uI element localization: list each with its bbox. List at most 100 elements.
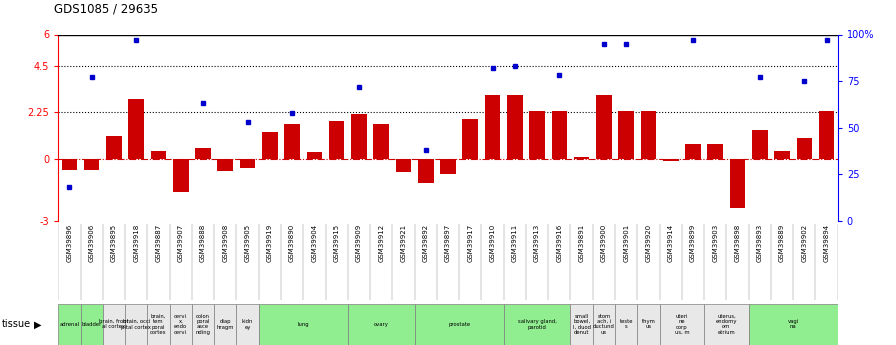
Bar: [504, 304, 571, 345]
Bar: [641, 111, 656, 159]
Text: GSM39887: GSM39887: [156, 224, 161, 263]
Bar: [103, 304, 125, 345]
Bar: [685, 144, 701, 159]
Bar: [306, 152, 323, 159]
Text: ovary: ovary: [374, 322, 389, 327]
Text: GSM39889: GSM39889: [780, 224, 785, 263]
Text: GSM39902: GSM39902: [801, 224, 807, 263]
Text: GSM39917: GSM39917: [468, 224, 473, 263]
Text: salivary gland,
parotid: salivary gland, parotid: [518, 319, 556, 329]
Text: ▶: ▶: [34, 319, 41, 329]
Text: tissue: tissue: [2, 319, 31, 329]
Text: GSM39907: GSM39907: [177, 224, 184, 263]
Text: GSM39898: GSM39898: [735, 224, 740, 263]
Bar: [151, 151, 167, 159]
Bar: [214, 304, 237, 345]
Bar: [106, 136, 122, 159]
Bar: [507, 95, 522, 159]
Text: GSM39921: GSM39921: [401, 224, 407, 263]
Text: GSM39892: GSM39892: [423, 224, 428, 263]
Bar: [618, 111, 634, 159]
Text: GSM39918: GSM39918: [134, 224, 139, 263]
Text: diap
hragm: diap hragm: [217, 319, 234, 329]
Bar: [637, 304, 659, 345]
Bar: [774, 151, 790, 159]
Bar: [797, 138, 812, 159]
Text: thym
us: thym us: [642, 319, 655, 329]
Bar: [147, 304, 169, 345]
Bar: [573, 157, 590, 159]
Bar: [708, 144, 723, 159]
Text: GSM39896: GSM39896: [66, 224, 73, 263]
Bar: [237, 304, 259, 345]
Text: GSM39891: GSM39891: [579, 224, 584, 263]
Text: GSM39914: GSM39914: [668, 224, 674, 263]
Text: GSM39897: GSM39897: [445, 224, 451, 263]
Bar: [462, 119, 478, 159]
Text: uterus,
endomy
om
etrium: uterus, endomy om etrium: [716, 314, 737, 335]
Text: adrenal: adrenal: [59, 322, 80, 327]
Bar: [530, 111, 545, 159]
Bar: [195, 148, 211, 159]
Text: lung: lung: [297, 322, 309, 327]
Bar: [284, 124, 300, 159]
Text: brain, front
al cortex: brain, front al cortex: [99, 319, 129, 329]
Text: small
bowel,
I, duod
denut: small bowel, I, duod denut: [573, 314, 590, 335]
Text: GSM39920: GSM39920: [645, 224, 651, 263]
Text: GSM39909: GSM39909: [356, 224, 362, 263]
Bar: [259, 304, 348, 345]
Bar: [749, 304, 838, 345]
Text: GSM39903: GSM39903: [712, 224, 719, 263]
Text: GSM39905: GSM39905: [245, 224, 251, 263]
Bar: [125, 304, 147, 345]
Text: GSM39908: GSM39908: [222, 224, 228, 263]
Text: colon
poral
asce
nding: colon poral asce nding: [195, 314, 211, 335]
Text: GSM39906: GSM39906: [89, 224, 95, 263]
Text: vagi
na: vagi na: [788, 319, 799, 329]
Bar: [329, 121, 344, 159]
Bar: [84, 159, 99, 170]
Bar: [348, 304, 415, 345]
Text: GSM39895: GSM39895: [111, 224, 116, 263]
Bar: [596, 95, 612, 159]
Text: teste
s: teste s: [619, 319, 633, 329]
Bar: [659, 304, 704, 345]
Bar: [663, 159, 678, 161]
Bar: [485, 95, 500, 159]
Bar: [615, 304, 637, 345]
Text: kidn
ey: kidn ey: [242, 319, 254, 329]
Text: GSM39894: GSM39894: [823, 224, 830, 263]
Bar: [704, 304, 749, 345]
Bar: [418, 159, 434, 183]
Bar: [81, 304, 103, 345]
Bar: [729, 159, 745, 208]
Bar: [752, 130, 768, 159]
Text: GSM39904: GSM39904: [312, 224, 317, 263]
Bar: [396, 159, 411, 172]
Bar: [62, 159, 77, 170]
Bar: [173, 159, 188, 192]
Text: bladder: bladder: [82, 322, 102, 327]
Text: uteri
ne
corp
us, m: uteri ne corp us, m: [675, 314, 689, 335]
Text: GSM39900: GSM39900: [601, 224, 607, 263]
Bar: [262, 132, 278, 159]
Text: prostate: prostate: [448, 322, 470, 327]
Text: GSM39893: GSM39893: [757, 224, 762, 263]
Bar: [819, 111, 834, 159]
Text: GSM39911: GSM39911: [512, 224, 518, 263]
Text: GSM39919: GSM39919: [267, 224, 272, 263]
Bar: [351, 114, 366, 159]
Bar: [440, 159, 456, 174]
Text: stom
ach, i
ductund
us: stom ach, i ductund us: [593, 314, 615, 335]
Bar: [128, 99, 144, 159]
Bar: [593, 304, 615, 345]
Text: GSM39913: GSM39913: [534, 224, 540, 263]
Bar: [552, 111, 567, 159]
Text: GSM39912: GSM39912: [378, 224, 384, 263]
Text: GSM39899: GSM39899: [690, 224, 696, 263]
Bar: [571, 304, 593, 345]
Text: brain, occi
pital cortex: brain, occi pital cortex: [121, 319, 151, 329]
Text: GSM39901: GSM39901: [624, 224, 629, 263]
Text: GSM39888: GSM39888: [200, 224, 206, 263]
Text: GSM39890: GSM39890: [289, 224, 295, 263]
